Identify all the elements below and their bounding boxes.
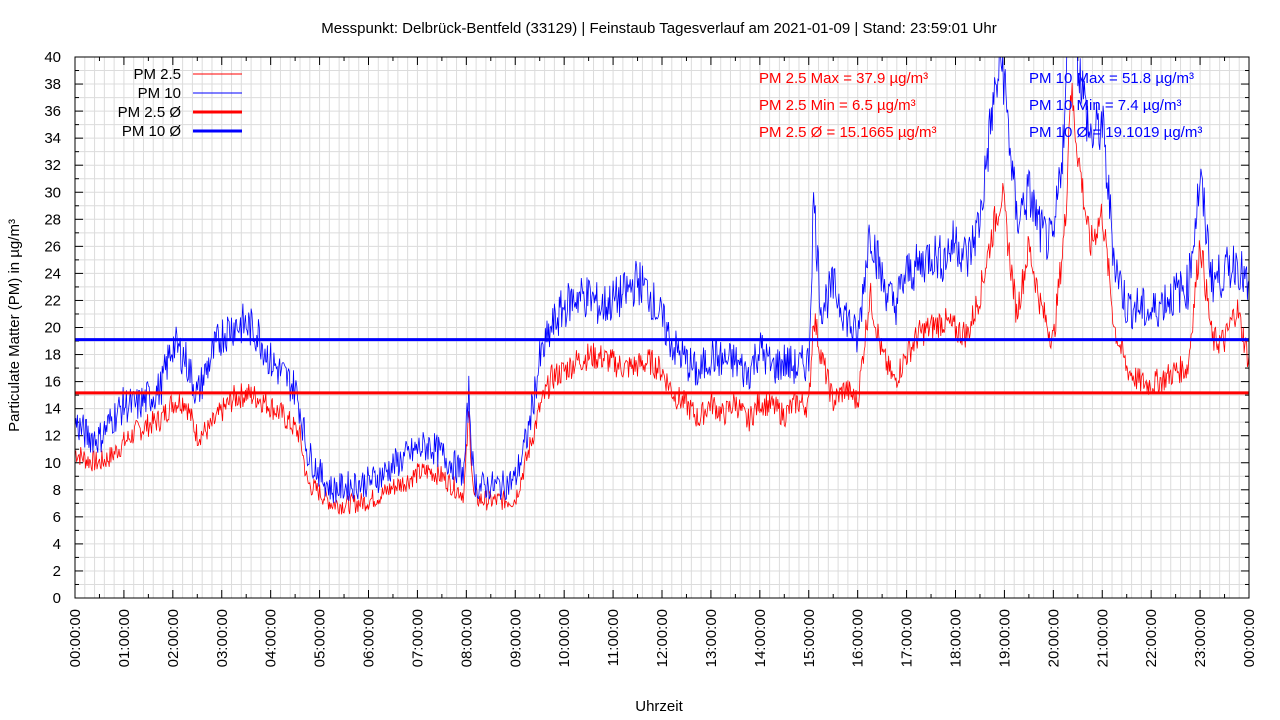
x-tick-label: 00:00:00 (67, 609, 84, 667)
y-tick-label: 40 (44, 49, 61, 66)
stat-label: PM 2.5 Ø = 15.1665 µg/m³ (759, 124, 936, 141)
y-tick-label: 34 (44, 130, 61, 147)
x-tick-label: 11:00:00 (605, 609, 622, 666)
stat-label: PM 10 Max = 51.8 µg/m³ (1029, 70, 1194, 87)
y-tick-label: 18 (44, 347, 61, 364)
y-tick-label: 28 (44, 211, 61, 228)
x-tick-label: 18:00:00 (948, 609, 965, 667)
legend: PM 2.5 PM 10 PM 2.5 Ø PM 10 Ø (118, 66, 242, 140)
legend-label: PM 2.5 (133, 66, 181, 83)
stat-label: PM 2.5 Max = 37.9 µg/m³ (759, 70, 928, 87)
y-tick-label: 16 (44, 374, 61, 391)
legend-label: PM 2.5 Ø (118, 104, 182, 121)
y-tick-label: 2 (53, 563, 61, 580)
x-tick-label: 10:00:00 (556, 609, 573, 667)
y-tick-label: 36 (44, 103, 61, 120)
x-tick-label: 23:00:00 (1192, 609, 1209, 667)
y-tick-label: 0 (53, 590, 61, 607)
x-axis-ticks: 00:00:00 01:00:00 02:00:00 03:00:00 04:00:00… (67, 57, 1258, 667)
y-tick-label: 38 (44, 76, 61, 93)
x-tick-label: 20:00:00 (1045, 609, 1062, 667)
x-tick-label: 00:00:00 (1241, 609, 1258, 667)
series-line-pm10 (75, 57, 1249, 503)
y-tick-label: 26 (44, 238, 61, 255)
x-tick-label: 13:00:00 (703, 609, 720, 667)
stat-label: PM 10 Ø = 19.1019 µg/m³ (1029, 124, 1202, 141)
y-tick-label: 12 (44, 428, 61, 445)
x-axis-label: Uhrzeit (635, 698, 683, 715)
x-tick-label: 08:00:00 (458, 609, 475, 667)
x-tick-label: 19:00:00 (996, 609, 1013, 667)
x-tick-label: 09:00:00 (507, 609, 524, 667)
average-lines (75, 338, 1249, 395)
x-tick-label: 06:00:00 (361, 609, 378, 667)
grid-lines (74, 56, 1250, 599)
x-tick-label: 22:00:00 (1143, 609, 1160, 667)
x-tick-label: 12:00:00 (654, 609, 671, 667)
x-tick-label: 04:00:00 (263, 609, 280, 667)
x-tick-label: 16:00:00 (850, 609, 867, 667)
x-tick-label: 17:00:00 (899, 609, 916, 667)
x-tick-label: 07:00:00 (409, 609, 426, 667)
x-tick-label: 21:00:00 (1094, 609, 1111, 667)
x-tick-label: 15:00:00 (801, 609, 818, 667)
series-line-pm25 (75, 82, 1249, 515)
x-tick-label: 14:00:00 (752, 609, 769, 667)
y-tick-label: 20 (44, 320, 61, 337)
stats-annotations: PM 2.5 Max = 37.9 µg/m³ PM 2.5 Min = 6.5 … (759, 70, 1202, 141)
x-tick-label: 03:00:00 (214, 609, 231, 667)
legend-label: PM 10 (138, 85, 181, 102)
y-tick-label: 10 (44, 455, 61, 472)
y-axis-label: Particulate Matter (PM) in µg/m³ (6, 219, 23, 432)
y-tick-label: 32 (44, 157, 61, 174)
y-tick-label: 4 (53, 536, 61, 553)
chart-title: Messpunkt: Delbrück-Bentfeld (33129) | F… (321, 20, 996, 37)
y-tick-label: 24 (44, 265, 61, 282)
x-tick-label: 05:00:00 (312, 609, 329, 667)
stat-label: PM 2.5 Min = 6.5 µg/m³ (759, 97, 916, 114)
y-tick-label: 22 (44, 292, 61, 309)
series-layer (75, 57, 1249, 515)
y-tick-label: 6 (53, 509, 61, 526)
plot-border (74, 56, 1250, 599)
x-tick-label: 01:00:00 (116, 609, 133, 667)
y-tick-label: 30 (44, 184, 61, 201)
y-tick-label: 14 (44, 401, 61, 418)
legend-label: PM 10 Ø (122, 123, 182, 140)
stat-label: PM 10 Min = 7.4 µg/m³ (1029, 97, 1181, 114)
x-tick-label: 02:00:00 (165, 609, 182, 667)
y-tick-label: 8 (53, 482, 61, 499)
